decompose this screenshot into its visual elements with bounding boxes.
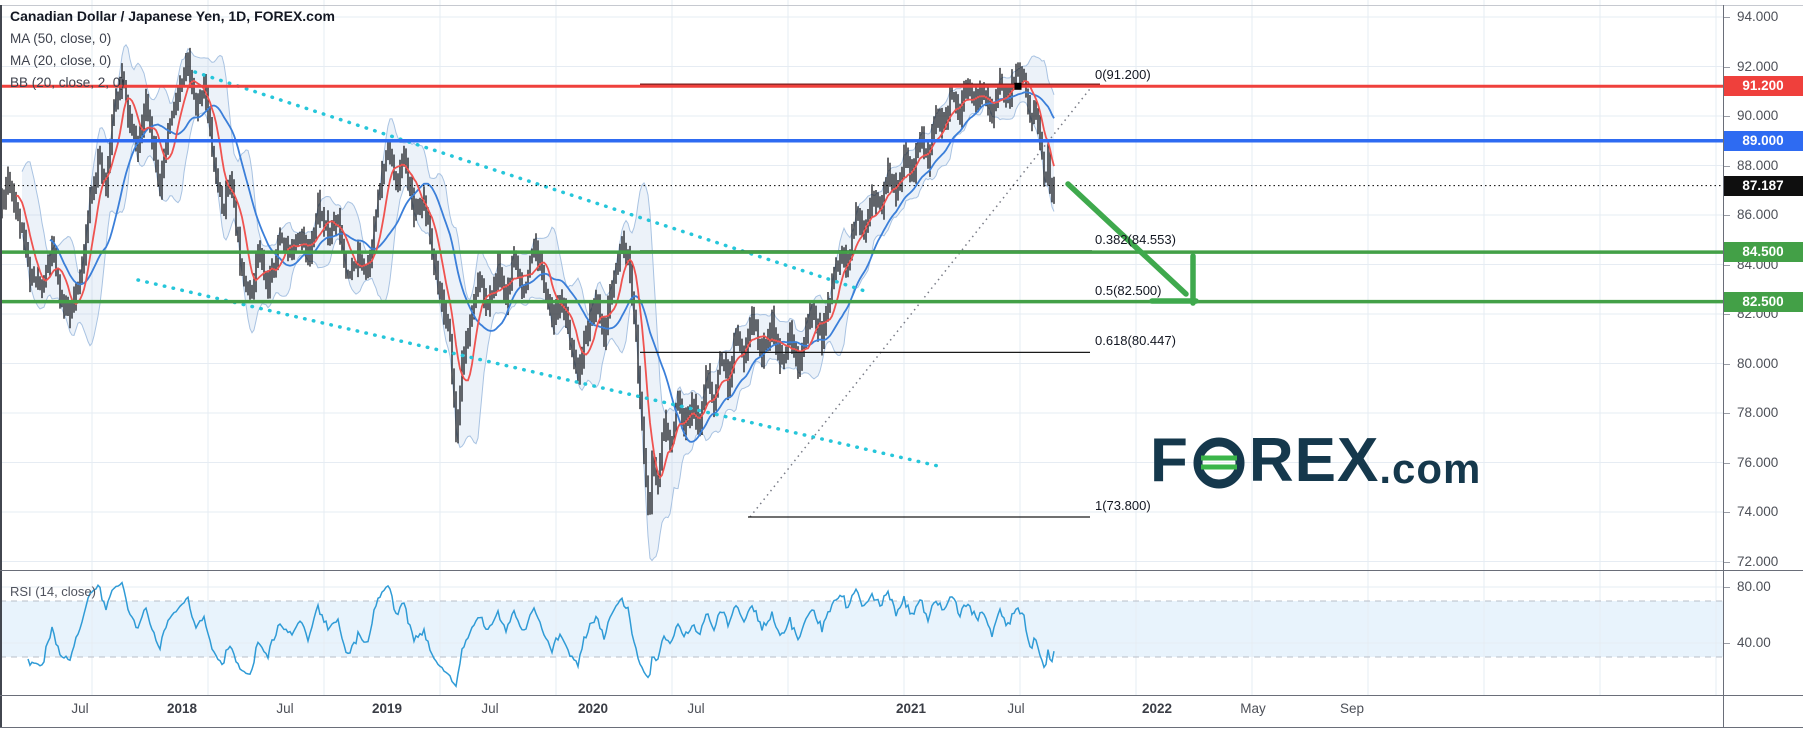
time-tick-label: Sep: [1339, 701, 1365, 716]
price-tick-label: 78.000: [1737, 405, 1779, 420]
time-tick-label: 2021: [895, 701, 927, 716]
price-tick-label: 90.000: [1737, 108, 1779, 123]
indicator-bb[interactable]: BB (20, close, 2, 0): [10, 75, 125, 90]
pane-separator[interactable]: [0, 570, 1803, 571]
price-tick-label: 92.000: [1737, 58, 1779, 74]
price-tick: [1723, 264, 1730, 266]
price-tick-label: 74.000: [1737, 504, 1779, 519]
symbol-title[interactable]: Canadian Dollar / Japanese Yen, 1D, FORE…: [10, 8, 335, 24]
price-line-badge: 87.187: [1723, 175, 1803, 196]
price-line-badge: 91.200: [1723, 76, 1803, 97]
rsi-tick-label: 80.00: [1737, 579, 1771, 594]
fib-label: 0(91.200): [1095, 67, 1151, 83]
indicator-ma20[interactable]: MA (20, close, 0): [10, 53, 112, 68]
rsi-band: [0, 601, 1723, 657]
drawing-anchor-handle[interactable]: [1014, 82, 1022, 90]
price-scale-border: [1723, 5, 1724, 727]
forex-logo: F REX .com: [1150, 430, 1481, 492]
time-tick-label: 2022: [1141, 701, 1173, 716]
price-tick: [1723, 462, 1730, 464]
price-scale[interactable]: 94.000 92.000 90.000 88.000 86.000 84.000 82.0…: [1723, 0, 1803, 730]
time-tick-label: Jul: [276, 701, 294, 716]
price-tick-label: 80.000: [1737, 355, 1779, 371]
price-tick: [1723, 17, 1730, 18]
price-line-badge: 84.500: [1723, 242, 1803, 263]
logo-letter-f: F: [1150, 426, 1189, 495]
price-line-badge: 82.500: [1723, 291, 1803, 312]
indicator-ma50[interactable]: MA (50, close, 0): [10, 31, 112, 46]
time-tick-label: Jul: [1007, 701, 1025, 716]
time-tick-label: Jul: [687, 701, 705, 716]
rsi-legend[interactable]: RSI (14, close): [10, 584, 96, 599]
fib-label: 0.618(80.447): [1095, 333, 1176, 349]
fib-label: 0.382(84.553): [1095, 231, 1176, 247]
price-tick: [1723, 165, 1730, 167]
time-tick-label: 2020: [577, 701, 609, 716]
rsi-line: [27, 581, 1055, 688]
rsi-chart-surface[interactable]: [0, 570, 1723, 695]
logo-o-icon: [1191, 433, 1247, 489]
time-tick-label: Jul: [71, 701, 89, 716]
price-tick-label: 76.000: [1737, 454, 1779, 470]
chart-left-border: [0, 5, 2, 727]
legend: Canadian Dollar / Japanese Yen, 1D, FORE…: [10, 8, 335, 97]
chart-bottom-border: [0, 727, 1803, 728]
time-tick-label: 2018: [166, 701, 198, 716]
price-tick: [1723, 66, 1730, 68]
time-tick-label: Jul: [481, 701, 499, 716]
price-tick: [1723, 363, 1730, 365]
time-tick-label: 2019: [371, 701, 403, 716]
fib-label: 0.5(82.500): [1095, 282, 1162, 298]
price-tick: [1723, 561, 1730, 563]
trendline-drawing[interactable]: [193, 70, 870, 294]
price-tick-label: 88.000: [1737, 157, 1779, 173]
price-line-badge: 89.000: [1723, 130, 1803, 151]
logo-letters-rex: REX: [1248, 426, 1380, 495]
time-axis[interactable]: Jul 2018 Jul 2019 Jul 2020 Jul 2021 Jul 2022 May Se…: [0, 695, 1723, 730]
price-tick-label: 72.000: [1737, 553, 1779, 569]
time-tick-label: May: [1240, 701, 1266, 716]
chart-top-border: [0, 5, 1803, 6]
arrow-shaft[interactable]: [1065, 181, 1189, 297]
price-chart-surface[interactable]: [0, 0, 1723, 570]
rsi-tick-label: 40.00: [1737, 635, 1771, 650]
price-tick: [1723, 116, 1730, 117]
price-tick: [1723, 215, 1730, 216]
price-tick-label: 86.000: [1737, 207, 1779, 222]
fib-label: 1(73.800): [1095, 497, 1151, 513]
price-tick: [1723, 314, 1730, 315]
time-axis-border: [0, 695, 1803, 696]
price-tick-label: 94.000: [1737, 9, 1779, 24]
price-tick: [1723, 512, 1730, 513]
logo-dotcom: .com: [1379, 445, 1482, 492]
trendline-drawing[interactable]: [136, 278, 940, 468]
rsi-tick: [1723, 587, 1730, 588]
rsi-tick: [1723, 643, 1730, 644]
price-tick: [1723, 413, 1730, 414]
